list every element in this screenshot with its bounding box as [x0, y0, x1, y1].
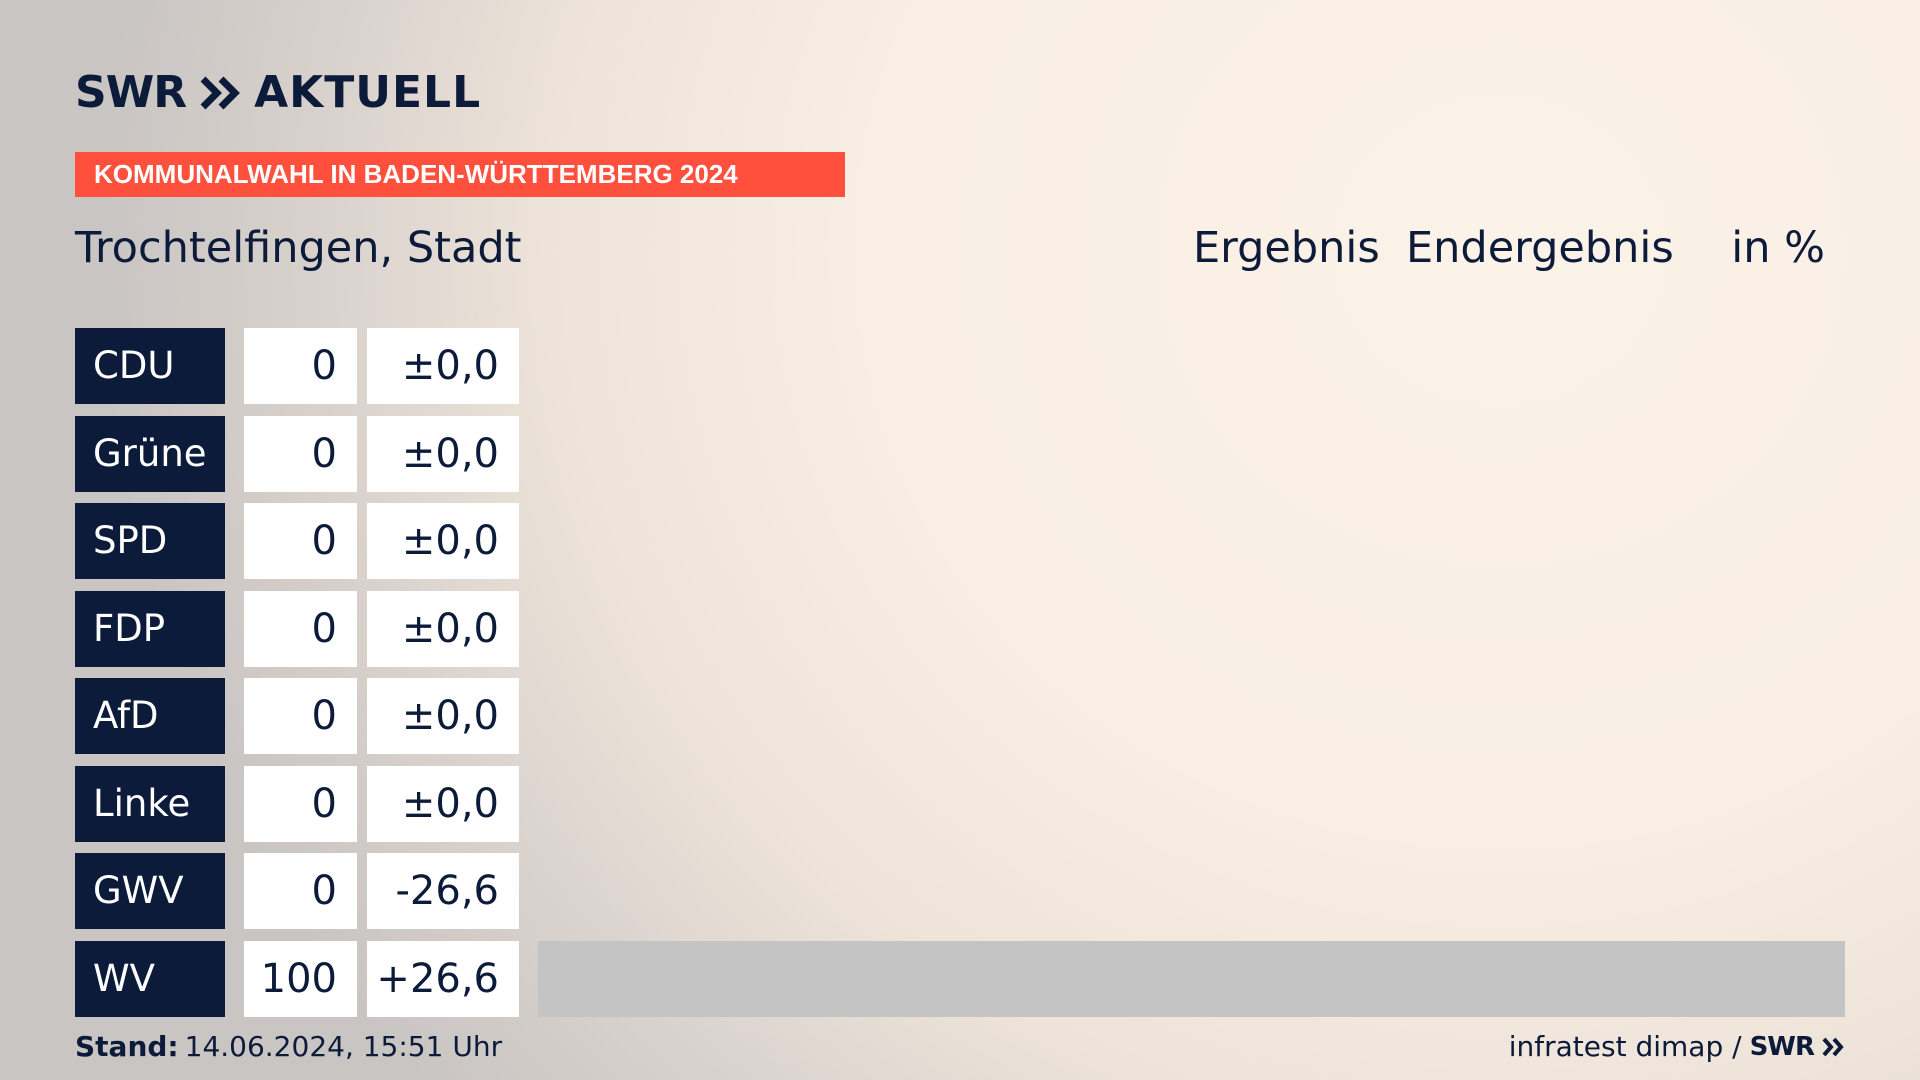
party-label: WV	[75, 940, 225, 1017]
result-row: FDP 0 ±0,0	[75, 590, 1845, 667]
vote-share-difference: ±0,0	[367, 678, 519, 754]
vote-share-difference: ±0,0	[367, 328, 519, 404]
party-label: FDP	[75, 590, 225, 667]
double-chevron-right-icon	[200, 76, 241, 110]
timestamp-value: 14.06.2024, 15:51 Uhr	[184, 1030, 503, 1063]
result-row: WV 100 +26,6	[75, 940, 1845, 1017]
party-label: Linke	[75, 765, 225, 842]
party-label: CDU	[75, 328, 225, 404]
result-row: SPD 0 ±0,0	[75, 503, 1845, 579]
timestamp-label: Stand:	[75, 1030, 179, 1063]
vote-share-value: 0	[244, 590, 357, 667]
unit-label: in %	[1731, 223, 1825, 273]
vote-share-value: 0	[244, 503, 357, 579]
vote-share-difference: ±0,0	[367, 415, 519, 492]
double-chevron-right-icon	[1822, 1037, 1844, 1057]
result-row: GWV 0 -26,6	[75, 853, 1845, 929]
vote-share-difference: +26,6	[367, 940, 519, 1017]
vote-share-difference: ±0,0	[367, 765, 519, 842]
vote-share-difference: -26,6	[367, 853, 519, 929]
place-title: Trochtelfingen, Stadt	[75, 223, 522, 273]
vote-share-value: 0	[244, 853, 357, 929]
vote-share-difference: ±0,0	[367, 503, 519, 579]
logo-aktuell-text: AKTUELL	[254, 67, 482, 118]
source-credit: infratest dimap / SWR	[1509, 1030, 1844, 1064]
result-label: Ergebnis	[1193, 223, 1380, 273]
party-label: AfD	[75, 678, 225, 754]
party-label: SPD	[75, 503, 225, 579]
result-row: Grüne 0 ±0,0	[75, 415, 1845, 492]
vote-share-value: 0	[244, 678, 357, 754]
result-row: CDU 0 ±0,0	[75, 328, 1845, 404]
vote-share-value: 0	[244, 328, 357, 404]
vote-share-value: 0	[244, 765, 357, 842]
logo-swr-text: SWR	[75, 67, 187, 118]
vote-share-difference: ±0,0	[367, 590, 519, 667]
election-banner: KOMMUNALWAHL IN BADEN-WÜRTTEMBERG 2024	[75, 152, 845, 197]
party-label: Grüne	[75, 415, 225, 492]
result-row: Linke 0 ±0,0	[75, 765, 1845, 842]
source-swr-text: SWR	[1749, 1032, 1815, 1062]
vote-share-value: 100	[244, 940, 357, 1017]
vote-share-value: 0	[244, 415, 357, 492]
result-row: AfD 0 ±0,0	[75, 678, 1845, 754]
result-status-label: Endergebnis	[1406, 223, 1674, 273]
timestamp: Stand: 14.06.2024, 15:51 Uhr	[75, 1030, 502, 1064]
source-text: infratest dimap /	[1508, 1030, 1742, 1063]
result-bar	[538, 940, 1845, 1017]
swr-aktuell-logo: SWR AKTUELL	[75, 66, 481, 120]
party-label: GWV	[75, 853, 225, 929]
